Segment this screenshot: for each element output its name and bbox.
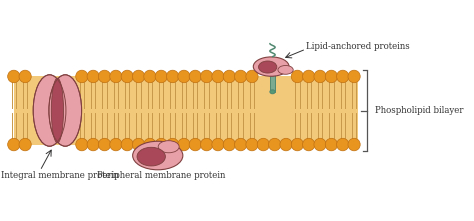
Ellipse shape — [99, 138, 110, 151]
Ellipse shape — [144, 70, 156, 83]
Ellipse shape — [223, 138, 236, 151]
Ellipse shape — [314, 138, 326, 151]
Ellipse shape — [137, 147, 165, 166]
Ellipse shape — [270, 72, 275, 76]
Ellipse shape — [246, 138, 258, 151]
Bar — [270, 74, 275, 92]
Ellipse shape — [19, 70, 31, 83]
Ellipse shape — [144, 138, 156, 151]
Ellipse shape — [178, 70, 190, 83]
Ellipse shape — [291, 70, 303, 83]
Bar — [14, 76, 358, 145]
Ellipse shape — [258, 61, 277, 73]
Ellipse shape — [33, 75, 66, 146]
Ellipse shape — [257, 138, 269, 151]
Ellipse shape — [212, 70, 224, 83]
Ellipse shape — [278, 65, 293, 74]
Ellipse shape — [51, 78, 64, 143]
Ellipse shape — [189, 138, 201, 151]
Ellipse shape — [99, 70, 110, 83]
Ellipse shape — [235, 70, 247, 83]
Ellipse shape — [348, 138, 360, 151]
Ellipse shape — [121, 70, 133, 83]
Ellipse shape — [110, 138, 122, 151]
Ellipse shape — [87, 138, 99, 151]
Text: Integral membrane protein: Integral membrane protein — [0, 171, 118, 180]
Ellipse shape — [87, 70, 99, 83]
Ellipse shape — [189, 70, 201, 83]
Ellipse shape — [178, 138, 190, 151]
Ellipse shape — [49, 75, 82, 146]
Ellipse shape — [8, 138, 20, 151]
Ellipse shape — [166, 138, 179, 151]
Ellipse shape — [155, 138, 167, 151]
Ellipse shape — [8, 70, 20, 83]
Ellipse shape — [291, 138, 303, 151]
Ellipse shape — [325, 70, 337, 83]
Ellipse shape — [269, 138, 281, 151]
Ellipse shape — [121, 138, 133, 151]
Ellipse shape — [337, 138, 349, 151]
Ellipse shape — [253, 57, 289, 76]
Ellipse shape — [223, 70, 236, 83]
Ellipse shape — [76, 70, 88, 83]
Ellipse shape — [76, 138, 88, 151]
Ellipse shape — [158, 141, 179, 153]
Ellipse shape — [270, 90, 275, 94]
Ellipse shape — [246, 70, 258, 83]
Ellipse shape — [280, 138, 292, 151]
Ellipse shape — [133, 141, 183, 170]
Ellipse shape — [201, 138, 213, 151]
Ellipse shape — [325, 138, 337, 151]
Ellipse shape — [132, 70, 145, 83]
Ellipse shape — [302, 70, 315, 83]
Ellipse shape — [132, 138, 145, 151]
Ellipse shape — [348, 70, 360, 83]
Ellipse shape — [166, 70, 179, 83]
Ellipse shape — [337, 70, 349, 83]
Text: Phospholipid bilayer: Phospholipid bilayer — [375, 106, 464, 115]
Ellipse shape — [19, 138, 31, 151]
Ellipse shape — [201, 70, 213, 83]
Ellipse shape — [155, 70, 167, 83]
Ellipse shape — [110, 70, 122, 83]
Text: Lipid-anchored proteins: Lipid-anchored proteins — [306, 42, 410, 51]
Ellipse shape — [212, 138, 224, 151]
Text: Peripheral membrane protein: Peripheral membrane protein — [97, 171, 225, 180]
Ellipse shape — [235, 138, 247, 151]
Ellipse shape — [314, 70, 326, 83]
Ellipse shape — [302, 138, 315, 151]
